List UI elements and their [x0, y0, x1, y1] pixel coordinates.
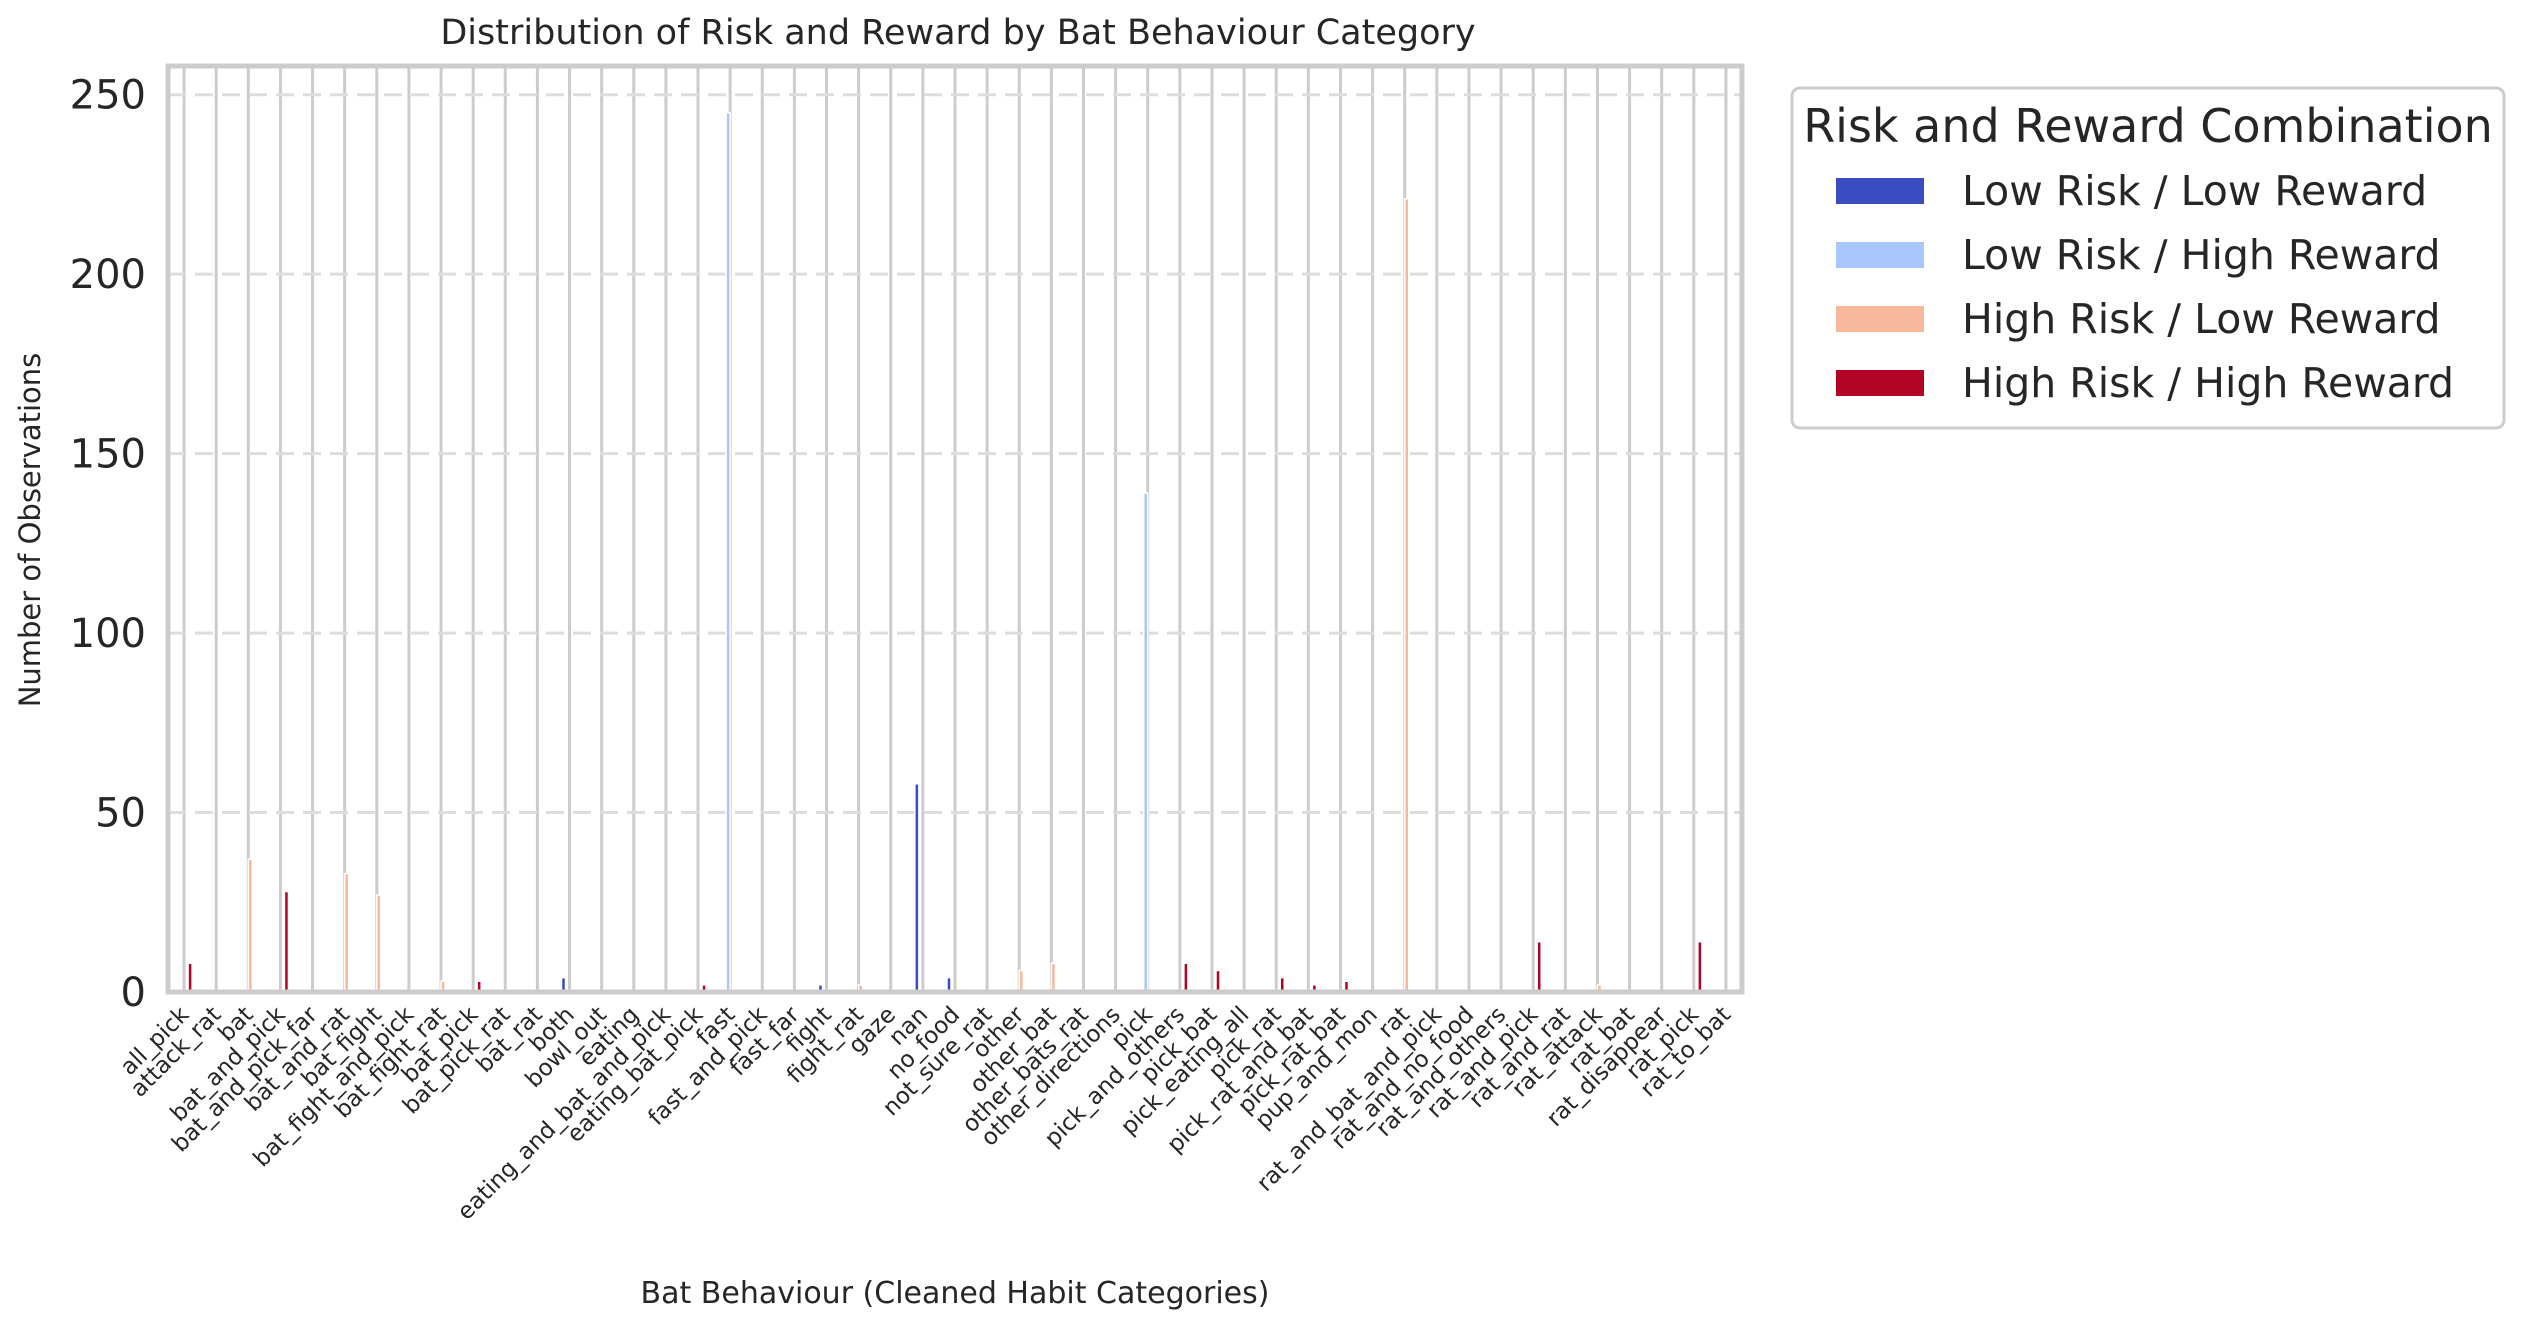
legend-frame — [1790, 86, 2506, 430]
bar — [1697, 941, 1703, 993]
bar — [1536, 941, 1542, 993]
bar — [343, 872, 350, 993]
bar — [247, 858, 254, 993]
y-tick-labels: 0 50 100 150 200 250 — [70, 73, 146, 1016]
bar — [1403, 198, 1410, 993]
y-tick-label: 150 — [70, 432, 146, 478]
y-axis-label: Number of Observations — [13, 353, 47, 708]
legend: Risk and Reward Combination Low Risk / L… — [1790, 86, 2506, 430]
y-tick-label: 200 — [70, 252, 146, 298]
bar — [725, 111, 731, 993]
y-tick-label: 0 — [121, 970, 146, 1016]
y-tick-label: 250 — [70, 73, 146, 119]
bar — [1215, 969, 1221, 993]
y-tick-label: 50 — [95, 791, 146, 837]
plot-frame — [165, 63, 1745, 995]
chart-title: Distribution of Risk and Reward by Bat B… — [440, 13, 1475, 53]
legend-label: High Risk / Low Reward — [1962, 295, 2441, 343]
bar — [187, 962, 193, 993]
x-axis-label: Bat Behaviour (Cleaned Habit Categories) — [641, 1276, 1270, 1311]
legend-title: Risk and Reward Combination — [1803, 99, 2493, 153]
legend-swatch — [1836, 370, 1924, 396]
bar — [914, 783, 920, 993]
legend-swatch — [1836, 178, 1924, 204]
legend-swatch — [1836, 306, 1924, 332]
bar — [1050, 962, 1057, 993]
legend-swatch — [1836, 242, 1924, 268]
bar — [1183, 962, 1189, 993]
bar — [376, 894, 382, 993]
legend-label: Low Risk / Low Reward — [1962, 167, 2427, 215]
legend-label: High Risk / High Reward — [1962, 359, 2454, 407]
x-tick-labels: all_pickattack_ratbatbat_and_pickbat_and… — [116, 1001, 1737, 1225]
y-tick-label: 100 — [70, 611, 146, 657]
grid-lines — [168, 66, 1742, 992]
bar — [1018, 969, 1025, 993]
bar — [1142, 492, 1149, 993]
bar — [283, 890, 290, 993]
legend-label: Low Risk / High Reward — [1962, 231, 2441, 279]
